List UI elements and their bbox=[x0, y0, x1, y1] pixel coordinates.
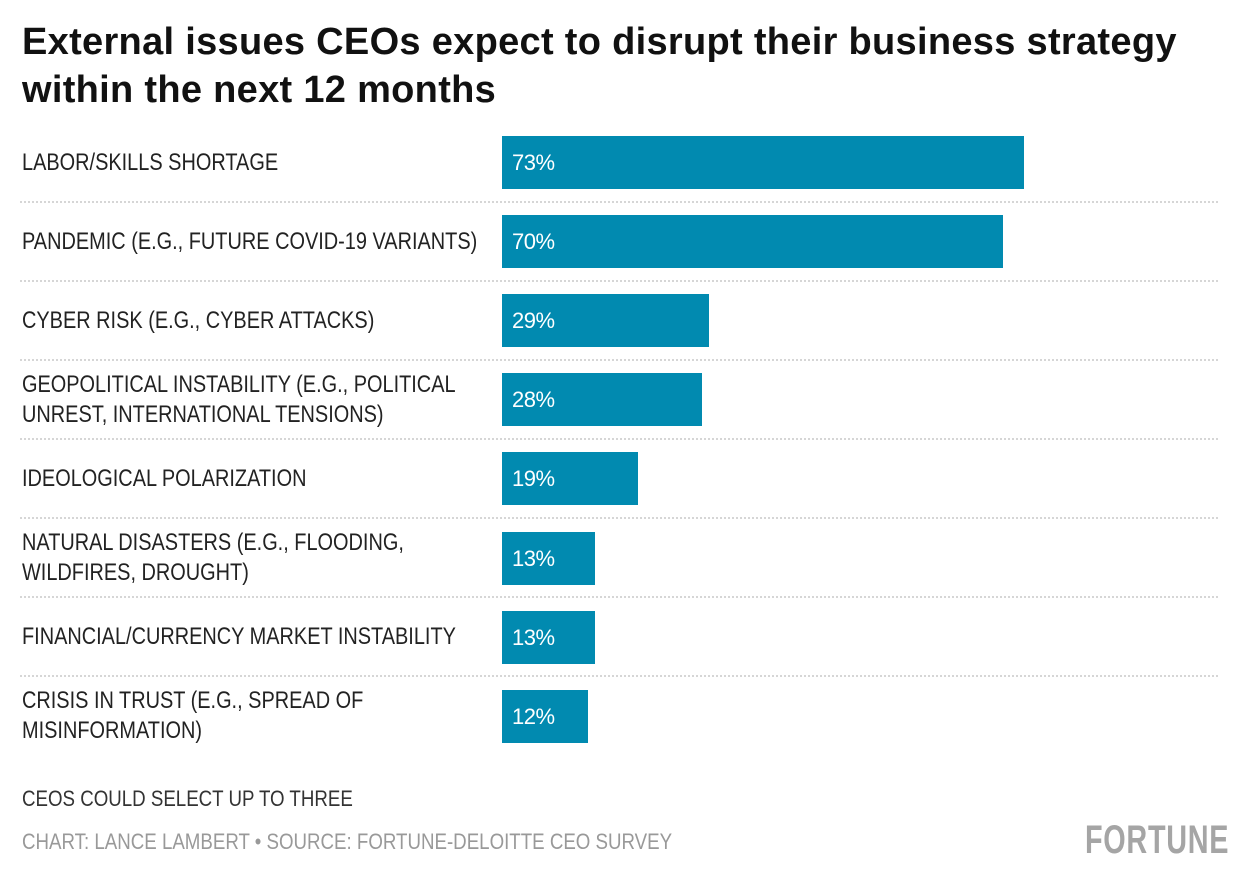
category-label: PANDEMIC (E.G., FUTURE COVID-19 VARIANTS… bbox=[22, 227, 478, 255]
bar: 73% bbox=[502, 136, 1024, 189]
category-label: FINANCIAL/CURRENCY MARKET INSTABILITY bbox=[22, 623, 456, 651]
bar: 12% bbox=[502, 689, 588, 743]
row-divider bbox=[20, 358, 1218, 361]
row-divider bbox=[20, 437, 1218, 440]
bar: 13% bbox=[502, 531, 595, 585]
row-divider bbox=[20, 200, 1218, 203]
chart-title: External issues CEOs expect to disrupt t… bbox=[22, 21, 1177, 111]
bar: 70% bbox=[502, 215, 1003, 269]
row-divider bbox=[20, 516, 1218, 519]
value-label: 70% bbox=[512, 229, 555, 255]
value-label: 28% bbox=[512, 387, 555, 413]
row-divider bbox=[20, 279, 1218, 282]
category-label: NATURAL DISASTERS (E.G., FLOODING, WILDF… bbox=[22, 529, 404, 586]
chart-note: CEOS COULD SELECT UP TO THREE bbox=[22, 786, 353, 811]
category-label: CYBER RISK (E.G., CYBER ATTACKS) bbox=[22, 306, 375, 334]
value-label: 73% bbox=[512, 150, 555, 175]
chart-credit: CHART: LANCE LAMBERT • SOURCE: FORTUNE-D… bbox=[22, 829, 673, 854]
fortune-logo: FORTUNE bbox=[1085, 818, 1230, 862]
category-label: LABOR/SKILLS SHORTAGE bbox=[22, 148, 279, 176]
bar: 13% bbox=[502, 610, 595, 664]
row-divider bbox=[20, 675, 1218, 678]
category-label: GEOPOLITICAL INSTABILITY (E.G., POLITICA… bbox=[22, 370, 455, 428]
value-label: 13% bbox=[512, 624, 555, 650]
value-label: 19% bbox=[512, 466, 555, 492]
value-label: 12% bbox=[512, 703, 555, 729]
bar: 28% bbox=[502, 373, 703, 427]
value-label: 29% bbox=[512, 308, 555, 334]
bar: 29% bbox=[502, 294, 710, 348]
category-label: IDEOLOGICAL POLARIZATION bbox=[22, 464, 307, 492]
category-label: CRISIS IN TRUST (E.G., SPREAD OF MISINFO… bbox=[22, 687, 364, 745]
bar: 19% bbox=[502, 452, 638, 506]
row-divider bbox=[20, 596, 1218, 598]
value-label: 13% bbox=[512, 545, 555, 571]
